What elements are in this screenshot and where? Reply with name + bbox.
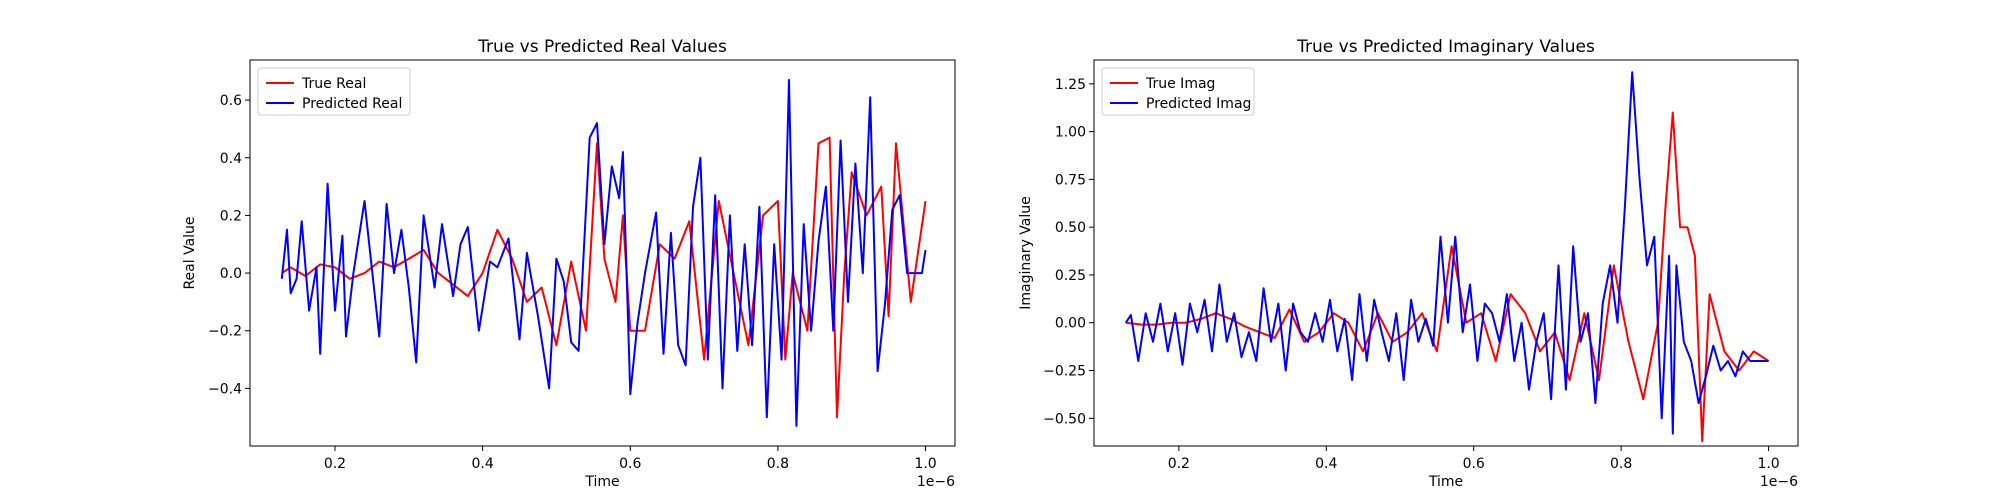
y-tick-label: −0.50 <box>1043 411 1086 427</box>
x-axis-label: Time <box>584 474 619 490</box>
legend-box <box>257 67 411 116</box>
x-tick-label: 0.8 <box>767 456 789 472</box>
series-line-predicted-imag <box>1124 71 1769 435</box>
x-axis-label: Time <box>1428 474 1463 490</box>
x-tick-label: 1.0 <box>914 456 936 472</box>
y-tick-label: 0.6 <box>220 93 242 109</box>
chart-title: True vs Predicted Real Values <box>477 37 727 57</box>
y-tick-label: −0.4 <box>208 381 242 397</box>
x-tick-label: 0.2 <box>324 456 346 472</box>
y-tick-label: 1.25 <box>1055 77 1086 93</box>
series-line-predicted-real <box>280 78 927 427</box>
chart-title: True vs Predicted Imaginary Values <box>1296 37 1595 57</box>
x-tick-label: 0.6 <box>619 456 641 472</box>
x-tick-label: 1.0 <box>1757 456 1779 472</box>
legend: True Real Predicted Real <box>257 67 411 116</box>
y-tick-label: 0.25 <box>1055 268 1086 284</box>
y-tick-label: 1.00 <box>1055 125 1086 141</box>
x-tick-label: 0.6 <box>1463 456 1485 472</box>
legend-box <box>1101 67 1255 116</box>
y-tick-label: 0.00 <box>1055 316 1086 332</box>
y-tick-label: 0.4 <box>220 151 242 167</box>
legend-entry-label: True Real <box>301 76 366 92</box>
y-tick-label: 0.2 <box>220 208 242 224</box>
chart-panel-1: True vs Predicted Real Values 0.2 0.4 0.6 0.… <box>182 37 956 490</box>
x-offset-label: 1e−6 <box>917 474 955 490</box>
y-tick-label: −0.25 <box>1043 364 1086 380</box>
x-tick-label: 0.2 <box>1168 456 1190 472</box>
legend: True Imag Predicted Imag <box>1101 67 1255 116</box>
x-offset-label: 1e−6 <box>1760 474 1798 490</box>
y-axis-label: Real Value <box>182 216 198 289</box>
x-tick-label: 0.8 <box>1610 456 1632 472</box>
legend-entry-label: Predicted Imag <box>1146 96 1251 112</box>
axes-frame <box>1093 59 1799 447</box>
series-line-true-real <box>281 136 927 419</box>
y-tick-label: 0.0 <box>220 266 242 282</box>
legend-entry-label: Predicted Real <box>302 96 402 112</box>
y-tick-label: 0.50 <box>1055 220 1086 236</box>
y-tick-label: −0.2 <box>208 324 242 340</box>
chart-panel-2: True vs Predicted Imaginary Values 0.2 0.4… <box>1018 37 1799 490</box>
axes-frame <box>249 59 956 447</box>
y-tick-label: 0.75 <box>1055 172 1086 188</box>
x-tick-label: 0.4 <box>471 456 493 472</box>
legend-entry-label: True Imag <box>1145 76 1215 92</box>
x-tick-label: 0.4 <box>1315 456 1337 472</box>
y-axis-label: Imaginary Value <box>1018 196 1034 310</box>
